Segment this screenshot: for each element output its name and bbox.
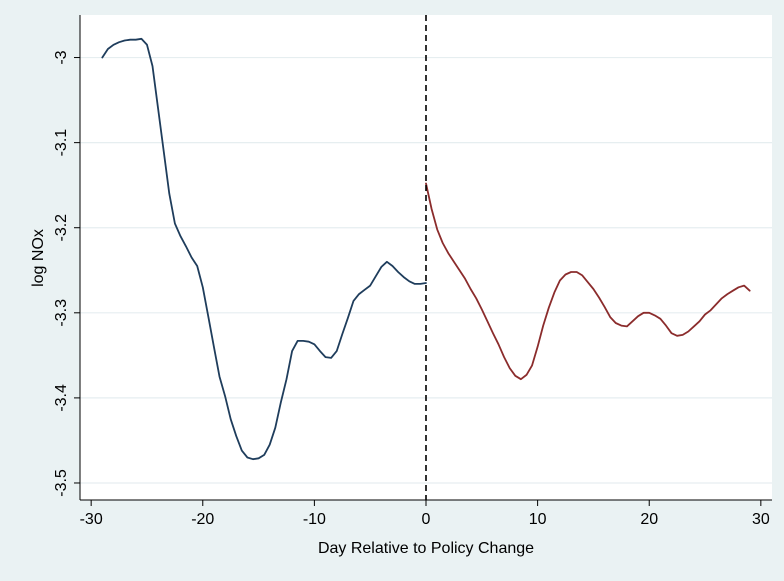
- x-tick-label-6: 30: [752, 511, 770, 528]
- x-tick-label-0: -30: [80, 511, 103, 528]
- y-axis-label: log NOx: [30, 229, 47, 287]
- series-line-0: [101, 37, 427, 461]
- y-tick-label-4: -3.1: [53, 129, 70, 157]
- y-tick-label-2: -3.3: [53, 299, 70, 327]
- series-line-1: [425, 182, 751, 381]
- x-tick-label-3: 0: [422, 511, 431, 528]
- y-tick-label-1: -3.4: [53, 384, 70, 412]
- x-tick-label-2: -10: [303, 511, 326, 528]
- y-tick-label-3: -3.2: [53, 214, 70, 242]
- y-tick-label-5: -3: [53, 50, 70, 64]
- x-axis-label: Day Relative to Policy Change: [318, 540, 534, 557]
- series-layer: [101, 37, 751, 461]
- x-tick-label-1: -20: [191, 511, 214, 528]
- x-tick-label-4: 10: [529, 511, 547, 528]
- y-tick-label-0: -3.5: [53, 469, 70, 497]
- y-ticks: -3.5 -3.4 -3.3 -3.2 -3.1 -3: [53, 50, 80, 497]
- x-tick-label-5: 20: [640, 511, 658, 528]
- x-ticks: -30 -20 -10 0 10 20 30: [80, 500, 770, 528]
